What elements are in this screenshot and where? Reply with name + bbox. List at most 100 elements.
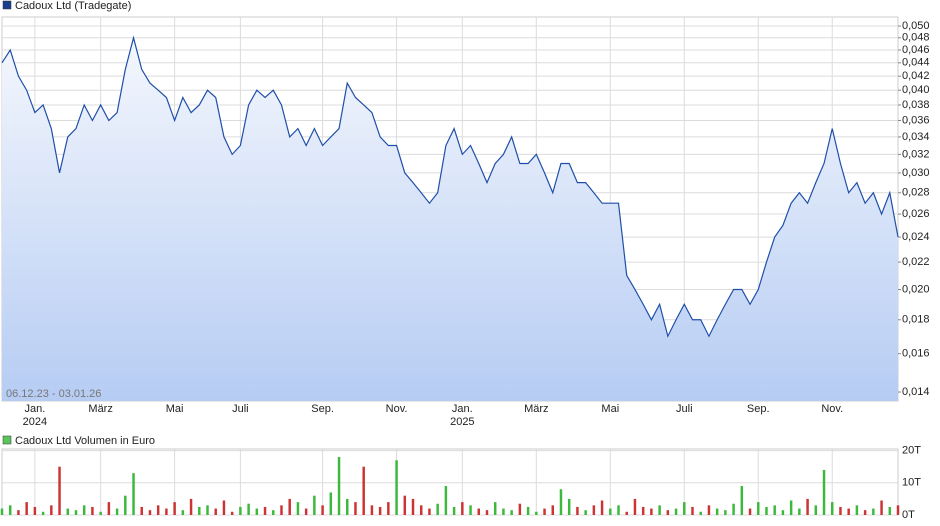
volume-bar [346,498,349,515]
volume-bar [847,508,850,515]
volume-bar [814,505,818,515]
volume-bar [255,508,259,515]
volume-bar [526,506,530,515]
y-tick-label: 0,016 [902,348,930,360]
y-tick-label: 0,032 [902,148,930,160]
volume-bar [732,503,735,515]
volume-bar [337,457,341,515]
volume-bar [510,510,513,515]
y-tick-label: 0,020 [902,283,930,295]
volume-bar [25,502,28,515]
y-tick-label: 0,044 [902,57,930,69]
volume-bar [428,508,431,515]
volume-bar [461,502,464,515]
volume-bar [715,508,719,515]
volume-bar [559,489,563,515]
volume-bar [239,506,242,515]
volume-bar [781,510,785,515]
volume-bar [206,505,209,515]
x-tick-label: Juli [232,403,249,415]
volume-bar [99,511,102,515]
volume-bar [641,506,645,515]
volume-bar [740,486,744,515]
volume-bar [0,508,4,515]
area [2,37,898,401]
y-tick-label: 0,026 [902,208,930,220]
volume-bar [757,502,760,515]
volume-bar [518,503,522,515]
y-tick-label: 0,022 [902,256,930,268]
volume-bar [625,511,628,515]
y-tick-label: 0,050 [902,20,930,32]
volume-bar [872,508,875,515]
volume-bar [888,506,892,515]
volume-bar [896,505,900,515]
volume-bar [17,510,20,515]
volume-bar [189,498,193,515]
volume-bar [863,510,867,515]
y-tick-label: 0,048 [902,32,930,44]
volume-bar [839,506,842,515]
y-tick-label: 0,040 [902,84,930,96]
volume-bar [288,498,291,515]
y-tick-label: 0,036 [902,114,930,126]
volume-bar [148,510,152,515]
x-tick-label: Jan. 2025 [450,403,474,428]
volume-bar [362,466,365,515]
volume-bar [419,505,423,515]
volume-bar [173,502,176,515]
volume-bar [683,502,686,515]
volume-bar [132,473,135,515]
volume-bar [222,500,226,515]
volume-bar [485,510,489,515]
volume-bar [666,510,670,515]
volume-bar [198,506,201,515]
volume-bar [567,498,571,515]
x-tick-label: März [88,403,112,415]
volume-bar [658,505,661,515]
volume-bar [378,506,382,515]
volume-bar [50,505,53,515]
x-tick-label: Mai [166,403,184,415]
volume-bar [699,511,702,515]
volume-bar [354,502,357,515]
volume-bar [395,460,398,515]
volume-bar [230,511,234,515]
x-tick-label: Nov. [821,403,843,415]
volume-bar [452,506,456,515]
y-tick-label: 0,028 [902,187,930,199]
y-tick-label: 0,046 [902,44,930,56]
y-tick-label: 0,034 [902,131,930,143]
x-tick-label: Nov. [386,403,408,415]
x-tick-label: Sep. [311,403,334,415]
volume-bar [272,510,275,515]
volume-bar [855,505,859,515]
volume-bar [107,502,111,515]
volume-bar [296,502,300,515]
volume-bar [321,505,324,515]
volume-bar [181,510,185,515]
volume-bar [600,500,604,515]
volume-bar [140,506,143,515]
volume-bar [724,510,727,515]
y-tick-label: 20T [902,445,921,457]
y-tick-label: 0,018 [902,314,930,326]
volume-bar [436,503,439,515]
volume-bar [387,502,390,515]
volume-bar [82,505,86,515]
volume-bar [584,510,587,515]
volume-bar [535,511,538,515]
volume-bar [329,492,333,515]
volume-bar [822,469,826,515]
volume-bar [617,505,620,515]
x-tick-label: März [524,403,548,415]
volume-bar [765,506,768,515]
y-tick-label: 0,042 [902,70,930,82]
volume-bar [214,508,217,515]
volume-bar [156,505,160,515]
x-tick-label: Mai [601,403,619,415]
legend-label: Cadoux Ltd Volumen in Euro [15,435,155,447]
legend-label: Cadoux Ltd (Tradegate) [15,0,131,12]
volume-bar [502,508,505,515]
volume-bar [370,505,374,515]
